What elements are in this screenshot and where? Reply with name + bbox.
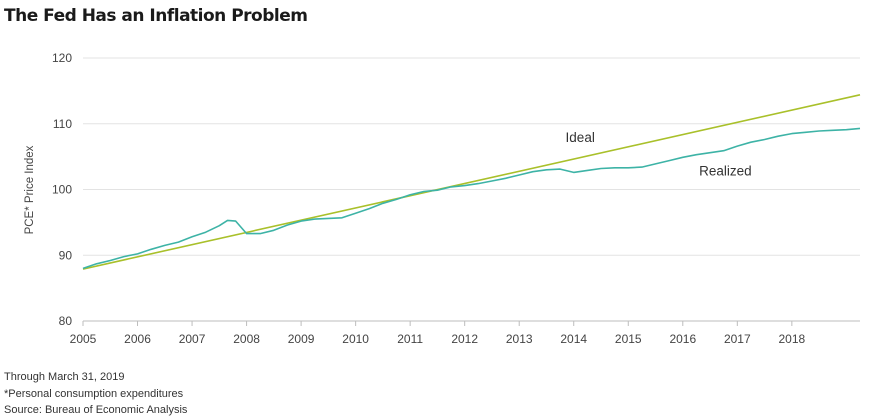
x-tick-label: 2009: [288, 332, 315, 346]
x-tick-label: 2011: [397, 332, 423, 346]
x-tick-label: 2006: [124, 332, 151, 346]
y-tick-label: 110: [53, 117, 72, 131]
y-tick-labels: 80 90 100 110 120: [52, 51, 72, 328]
y-tick-label: 90: [59, 248, 73, 262]
footnote-definition: *Personal consumption expenditures: [4, 387, 184, 400]
annotation-ideal: Ideal: [566, 130, 595, 145]
x-tick-label: 2005: [70, 332, 97, 346]
y-tick-label: 100: [52, 183, 72, 197]
chart-title: The Fed Has an Inflation Problem: [4, 6, 308, 26]
annotations: Ideal Realized: [566, 130, 752, 179]
grid-lines: [83, 57, 860, 322]
footnote-date: Through March 31, 2019: [4, 371, 125, 383]
series-line-realized: [82, 127, 861, 270]
x-tick-label: 2008: [233, 332, 260, 346]
x-tick-label: 2010: [342, 332, 369, 346]
y-axis-label: PCE* Price Index: [24, 145, 36, 234]
x-tick-label: 2007: [179, 332, 206, 346]
x-tick-label: 2018: [778, 332, 805, 346]
y-tick-label: 80: [59, 314, 73, 328]
footnote-source: Source: Bureau of Economic Analysis: [4, 404, 188, 416]
x-tick-label: 2013: [506, 332, 533, 346]
series-line-ideal: [82, 94, 861, 270]
x-tick-label: 2016: [669, 332, 696, 346]
x-tick-labels: 2005 2006 2007 2008 2009 2010 2011 2012 2013 2014…: [70, 321, 806, 346]
annotation-realized: Realized: [699, 164, 752, 179]
series-lines: [82, 94, 861, 270]
x-tick-label: 2014: [560, 332, 587, 346]
x-tick-label: 2015: [615, 332, 642, 346]
footnotes: Through March 31, 2019 *Personal consump…: [4, 369, 187, 419]
x-tick-label: 2017: [724, 332, 751, 346]
y-tick-label: 120: [52, 51, 72, 65]
x-tick-label: 2012: [451, 332, 478, 346]
